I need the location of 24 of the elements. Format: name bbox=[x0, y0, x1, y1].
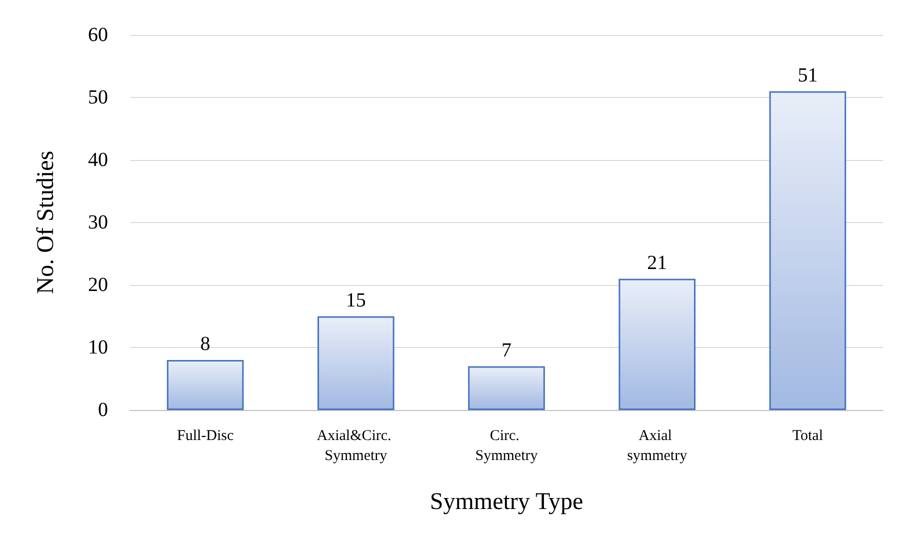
x-tick-label: Axial&Circ. Symmetry bbox=[316, 428, 396, 464]
y-tick-label: 0 bbox=[98, 399, 108, 421]
bar bbox=[769, 91, 846, 410]
bar bbox=[618, 278, 696, 410]
y-tick-label: 30 bbox=[88, 212, 108, 234]
bar bbox=[317, 316, 394, 410]
y-tick-label: 60 bbox=[88, 24, 108, 46]
x-tick-label: Total bbox=[792, 428, 824, 444]
y-tick-label: 50 bbox=[88, 86, 108, 108]
data-label: 21 bbox=[647, 252, 668, 274]
y-tick-label: 40 bbox=[88, 149, 108, 171]
x-axis-title: Symmetry Type bbox=[430, 489, 584, 515]
x-tick-label: Axial symmetry bbox=[627, 428, 688, 464]
data-label: 15 bbox=[346, 289, 366, 312]
x-tick-label: Circ. Symmetry bbox=[475, 428, 538, 464]
data-label: 51 bbox=[798, 64, 818, 86]
y-tick-label: 20 bbox=[88, 274, 108, 296]
x-tick-label: Full-Disc bbox=[176, 428, 234, 444]
bar bbox=[166, 360, 244, 410]
data-label: 7 bbox=[502, 339, 512, 362]
data-label: 8 bbox=[200, 333, 210, 355]
bar bbox=[468, 366, 545, 410]
y-axis-title: No. Of Studies bbox=[33, 150, 59, 294]
y-tick-label: 10 bbox=[88, 336, 108, 358]
